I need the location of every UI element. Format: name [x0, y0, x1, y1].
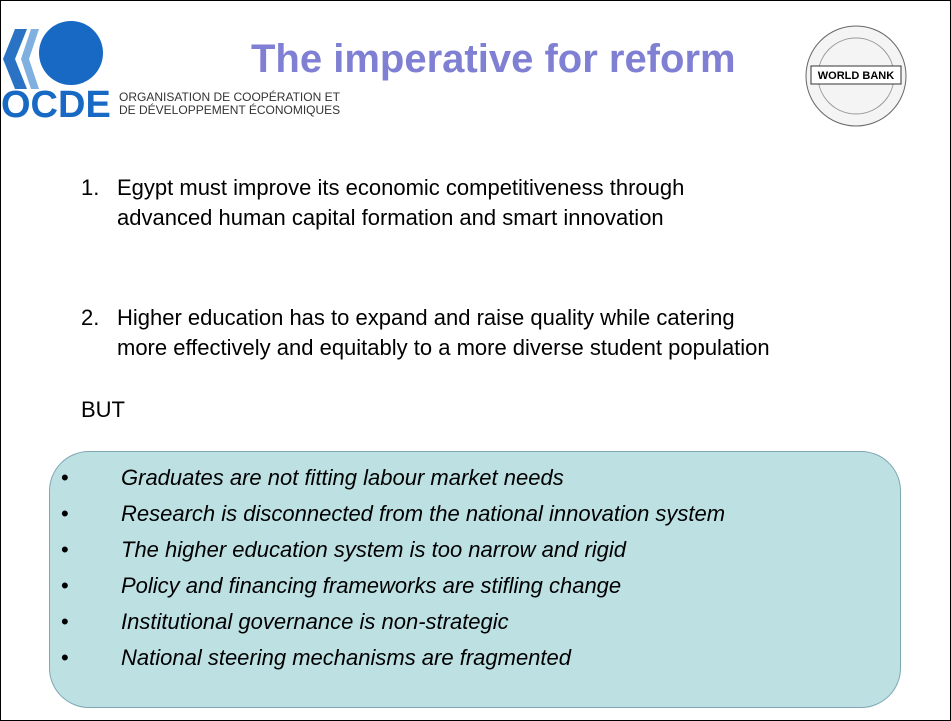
point-line: advanced human capital formation and sma…	[117, 205, 664, 230]
wb-text: WORLD BANK	[818, 70, 894, 82]
ocde-line: DE DÉVELOPPEMENT ÉCONOMIQUES	[119, 102, 340, 117]
bullet-text: The higher education system is too narro…	[121, 537, 627, 562]
bullet-text: National steering mechanisms are fragmen…	[121, 645, 572, 670]
bullet-item: • Research is disconnected from the natio…	[61, 501, 891, 531]
bullet-dot: •	[61, 645, 69, 670]
bullet-dot: •	[61, 465, 69, 490]
title: The imperative for reform	[251, 37, 736, 81]
bullet-dot: •	[61, 501, 69, 526]
ocde-line: ORGANISATION DE COOPÉRATION ET	[119, 89, 341, 104]
ocde-logo: OCDE ORGANISATION DE COOPÉRATION ET DE D…	[1, 21, 341, 121]
bullet-dot: •	[61, 537, 69, 562]
point-number: 1.	[81, 175, 100, 200]
point: 1. Egypt must improve its economic compet…	[81, 173, 941, 243]
bullet-item: • Graduates are not fitting labour market…	[61, 465, 891, 495]
bullet-dot: •	[61, 609, 69, 634]
callout-box	[49, 451, 901, 708]
bullet-item: • Institutional governance is non-strateg…	[61, 609, 891, 639]
point-line: Higher education has to expand and raise…	[117, 305, 735, 330]
ocde-text: OCDE	[1, 84, 111, 121]
point-number: 2.	[81, 305, 100, 330]
bullet-text: Policy and financing frameworks are stif…	[121, 573, 622, 598]
bullet-text: Research is disconnected from the nation…	[121, 501, 726, 526]
bullet-item: • National steering mechanisms are fragme…	[61, 645, 891, 675]
bullet-text: Institutional governance is non-strategi…	[121, 609, 509, 634]
bullet-text: Graduates are not fitting labour market …	[121, 465, 564, 490]
point-line: more effectively and equitably to a more…	[117, 335, 770, 360]
bullet-dot: •	[61, 573, 69, 598]
but: BUT	[81, 397, 125, 422]
bullet-item: • Policy and financing frameworks are sti…	[61, 573, 891, 603]
point: 2. Higher education has to expand and rai…	[81, 303, 941, 373]
bullet-item: • The higher education system is too narr…	[61, 537, 891, 567]
point-line: Egypt must improve its economic competit…	[117, 175, 685, 200]
world-bank-logo: WORLD BANK	[805, 25, 907, 127]
